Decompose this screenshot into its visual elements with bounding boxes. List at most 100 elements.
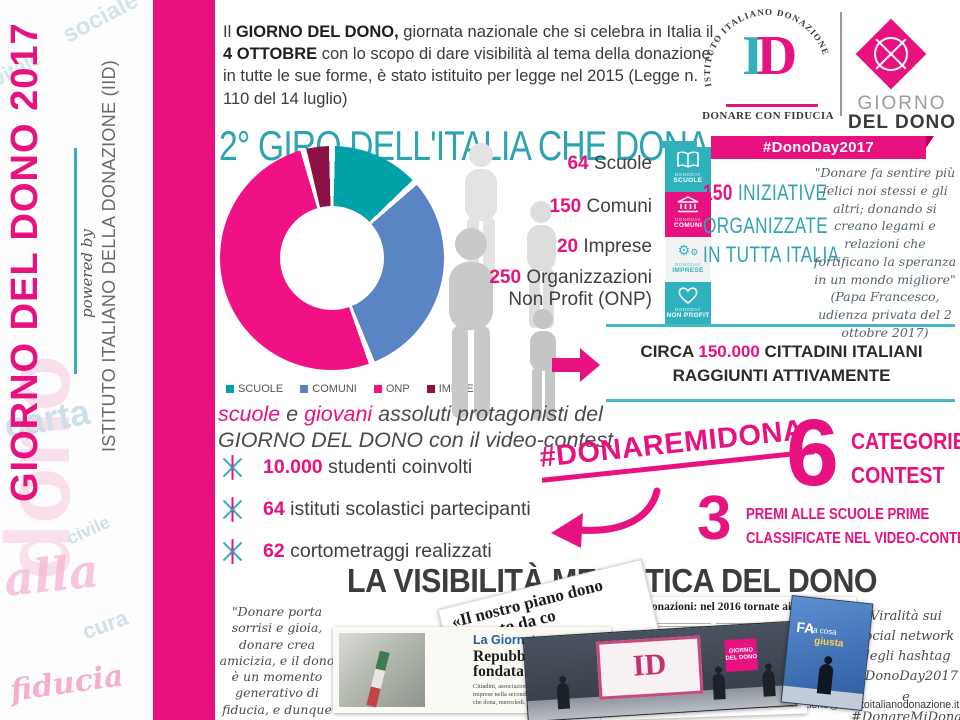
prota-text: assoluti protagonisti del xyxy=(372,402,603,426)
heart-icon xyxy=(665,285,711,307)
organization-name-vertical: ISTITUTO ITALIANO DELLA DONAZIONE (IID) xyxy=(99,59,119,452)
intro-paragraph: Il GIORNO DEL DONO, giornata nazionale c… xyxy=(223,21,723,111)
watermark-word: cura xyxy=(78,604,132,645)
person-silhouette xyxy=(712,673,726,700)
teal-divider-bottom xyxy=(606,399,955,402)
intro-text: Il xyxy=(223,22,236,41)
social-virality-note: Viralità sui social network degli hashta… xyxy=(851,609,960,720)
gdd-backdrop-square: GIORNO DEL DONO xyxy=(724,638,759,672)
quote-text: "Donare fa sentire più felici noi stessi… xyxy=(813,165,957,287)
bullet-text: 64 istituti scolastici partecipanti xyxy=(263,498,531,521)
categories-count: 6 xyxy=(786,400,839,506)
monogram-i: I xyxy=(742,25,764,87)
intro-text: con lo scopo di dare visibilità al tema … xyxy=(223,44,711,108)
bullet-value: 64 xyxy=(263,498,285,520)
badge-scuole: DONODAY SCUOLE xyxy=(665,147,711,192)
bank-icon xyxy=(665,195,711,217)
badge-label: SCUOLE xyxy=(673,177,703,184)
watermark-word: fiducia xyxy=(8,658,126,709)
legend-item: COMUNI xyxy=(300,383,357,395)
banner-fold-corner xyxy=(926,136,934,148)
mayor-sash xyxy=(366,650,390,708)
prota-text: e xyxy=(280,402,305,426)
categories-label2: CONTEST xyxy=(851,462,945,488)
bullet-value: 10.000 xyxy=(263,456,323,478)
bullet-label: istituti scolastici partecipanti xyxy=(290,498,531,520)
stat-value: 20 xyxy=(556,236,579,257)
reach-line2: RAGGIUNTI ATTIVAMENTE xyxy=(672,365,891,385)
badge-label: COMUNI xyxy=(673,222,703,229)
tv-still-conference: ID GIORNO DEL DONO xyxy=(522,620,798,720)
pink-accent-bar xyxy=(153,0,215,720)
sidebar: sociale vitale dono carta civile alla fi… xyxy=(0,0,153,720)
sparkle-icon xyxy=(222,539,243,564)
stat-value: 64 xyxy=(567,153,589,174)
gear-icon: ⚙⚙ xyxy=(677,242,699,258)
gdd-logo-giorno: GIORNO xyxy=(857,93,947,114)
highlight-scuole: scuole xyxy=(218,402,281,426)
clipping-photo xyxy=(339,633,425,708)
person-silhouette xyxy=(762,670,776,697)
banner-label: #DonoDay2017 xyxy=(762,139,875,156)
powered-by-label: powered by xyxy=(78,229,96,318)
donut-chart xyxy=(220,146,444,370)
bullet-label: cortometraggi realizzati xyxy=(290,540,492,562)
bullet-studenti: 10.000 studenti coinvolti xyxy=(219,454,472,481)
sidebar-divider-line xyxy=(74,148,77,374)
highlight-giovani: giovani xyxy=(304,402,373,426)
book-icon xyxy=(665,150,711,172)
quote-papa-francesco: "Donare fa sentire più felici noi stessi… xyxy=(810,164,960,342)
badge-kicker: DONODAY xyxy=(675,262,701,267)
reach-prefix: CIRCA xyxy=(640,342,699,361)
iniziative-line3: IN TUTTA ITALIA xyxy=(703,242,840,267)
intro-text: giornata nazionale che si celebra in Ita… xyxy=(398,22,714,41)
gdd-logo-del-dono: DEL DONO xyxy=(848,112,956,133)
quote-attribution: (Papa Francesco, udienza privata del 2 o… xyxy=(818,289,952,340)
categories-label1: CATEGORIE xyxy=(851,428,960,454)
quote-mattarella: "Donare porta sorrisi e gioia, donare cr… xyxy=(215,604,339,720)
tv-still-fa-la-cosa-giusta: FA la cosa giusta xyxy=(780,595,874,711)
prota-line2: GIORNO DEL DONO con il video-contest xyxy=(218,428,614,453)
stat-label: Organizzazioni xyxy=(526,267,652,288)
badge-kicker: DONODAY xyxy=(675,217,701,222)
watermark-word: sociale xyxy=(58,0,143,49)
quote-text: "Donare porta sorrisi e gioia, donare cr… xyxy=(219,604,335,720)
bullet-value: 62 xyxy=(263,540,285,562)
stat-label: Imprese xyxy=(583,236,652,257)
stat-value: 150 xyxy=(549,196,582,217)
bullet-istituti: 64 istituti scolastici partecipanti xyxy=(219,496,531,523)
tv-logo-giusta: giusta xyxy=(813,635,845,650)
legend-item: ONP xyxy=(373,383,410,395)
legend-swatch xyxy=(300,385,309,393)
badge-non-profit: DONODAY NON PROFIT xyxy=(665,282,711,327)
badge-kicker: DONODAY xyxy=(675,172,701,177)
legend-swatch xyxy=(426,385,435,393)
bullet-text: 10.000 studenti coinvolti xyxy=(263,456,472,479)
stat-onp: 250 Organizzazioni Non Profit (ONP) xyxy=(489,267,652,312)
reach-statement: CIRCA 150.000 CITTADINI ITALIANI RAGGIUN… xyxy=(608,340,955,388)
logo-divider xyxy=(840,12,842,116)
iniziative-line1: 150 INIZIATIVE xyxy=(703,180,827,206)
iid-tagline: DONARE CON FIDUCIA xyxy=(702,110,834,122)
stat-label-line2: Non Profit (ONP) xyxy=(508,289,652,311)
stat-label: Comuni xyxy=(586,196,652,217)
sparkle-icon xyxy=(222,455,243,480)
iniziative-line2: ORGANIZZATE xyxy=(703,213,829,238)
prizes-count: 3 xyxy=(697,484,732,553)
monogram-d: D xyxy=(756,25,798,87)
stat-scuole: 64 Scuole xyxy=(567,153,652,175)
title-underline-dash xyxy=(661,141,697,148)
badge-label: IMPRESE xyxy=(672,267,704,274)
legend-swatch xyxy=(373,385,382,393)
intro-bold-date: 4 OTTOBRE xyxy=(223,44,318,63)
bullet-label: studenti coinvolti xyxy=(328,456,473,478)
badge-imprese: ⚙⚙ DONODAY IMPRESE xyxy=(665,237,711,282)
event-title-vertical: GIORNO DEL DONO 2017 xyxy=(4,22,46,502)
person-silhouette xyxy=(556,682,571,710)
prizes-label2: CLASSIFICATE NEL VIDEO-CONTEST xyxy=(746,530,960,547)
stat-imprese: 20 Imprese xyxy=(557,236,652,258)
donut-hole xyxy=(280,206,384,310)
family-silhouette-icon xyxy=(449,143,556,420)
watermark-word: alla xyxy=(1,543,102,607)
legend-label: SCUOLE xyxy=(238,383,284,395)
